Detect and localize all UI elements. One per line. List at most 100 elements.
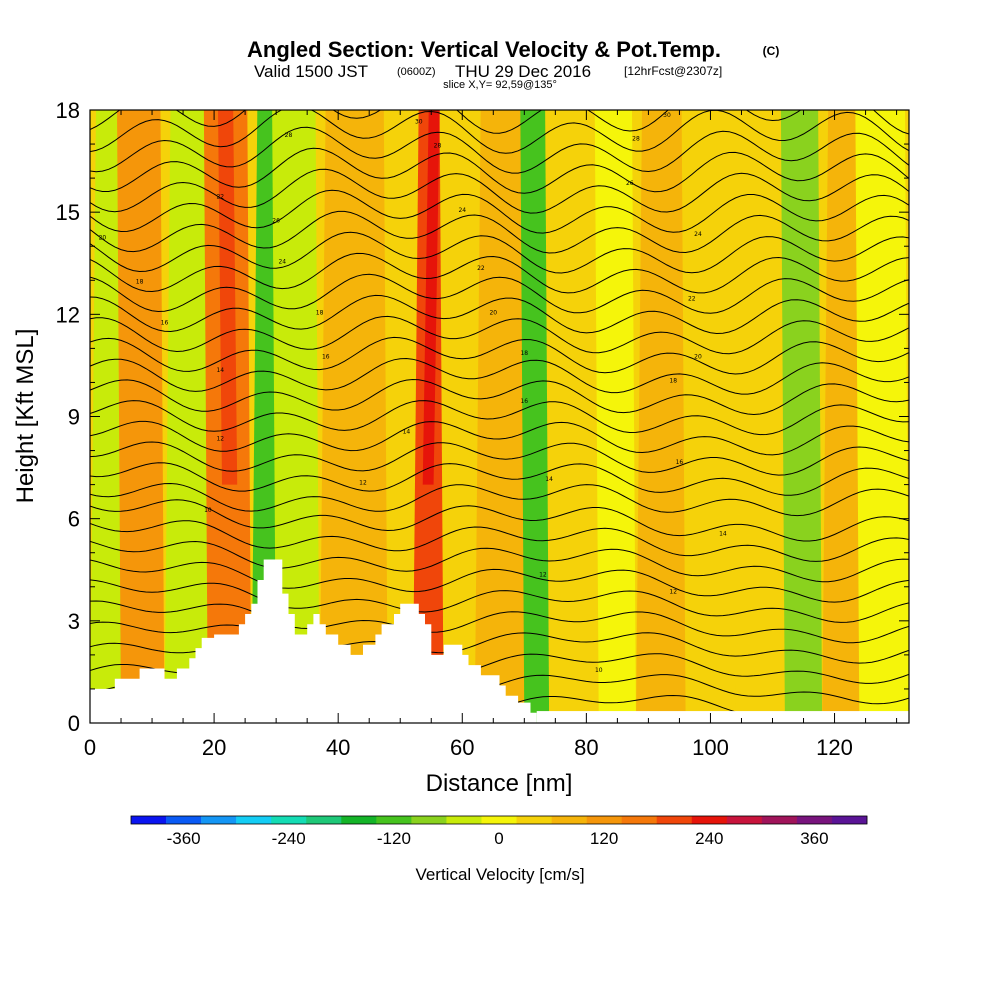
isentrope-line	[90, 499, 909, 542]
colorbar-swatch	[201, 816, 237, 824]
isentrope-label: 24	[278, 258, 286, 265]
isentrope-label: 24	[694, 231, 702, 238]
isentrope-label: 16	[161, 320, 169, 327]
colorbar-swatch	[411, 816, 447, 824]
isentrope-line	[90, 315, 909, 355]
colorbar-swatch	[306, 816, 342, 824]
isentrope-label: 10	[204, 507, 212, 514]
colorbar-swatch	[131, 816, 167, 824]
isentrope-label: 10	[595, 667, 603, 674]
isentrope-line	[90, 252, 909, 294]
isentrope-line	[90, 520, 909, 562]
colorbar-tick-label: 360	[800, 829, 828, 848]
chart-title-unit: (C)	[763, 44, 780, 58]
isentrope-label: 28	[285, 132, 293, 139]
velocity-band	[164, 110, 214, 723]
isentrope-label: 28	[632, 136, 640, 143]
isentrope-label: 12	[669, 589, 677, 596]
isentrope-line	[90, 400, 909, 436]
velocity-band	[319, 110, 394, 723]
velocity-band	[681, 110, 736, 723]
isentrope-label: 14	[403, 429, 411, 436]
isentrope-label: 22	[216, 194, 224, 201]
surface-strip	[536, 711, 909, 723]
colorbar-swatch	[586, 816, 622, 824]
isentrope-label: 30	[663, 112, 671, 119]
x-tick-label: 40	[326, 735, 350, 760]
isentrope-label: 20	[99, 234, 107, 241]
velocity-band	[117, 110, 165, 723]
isentrope-line	[90, 559, 909, 603]
isentrope-label: 30	[415, 119, 423, 126]
colorbar-frame	[130, 815, 868, 825]
colorbar-swatch	[691, 816, 728, 824]
colorbar-tick-label: -120	[377, 829, 411, 848]
colorbar-tick-label: 120	[590, 829, 618, 848]
isentrope-line	[90, 579, 909, 623]
y-axis-label: Height [Kft MSL]	[12, 329, 39, 504]
chart-subtitle: Valid 1500 JST (0600Z) THU 29 Dec 2016 […	[254, 62, 722, 81]
colorbar-swatch	[446, 816, 482, 824]
y-tick-label: 0	[68, 711, 80, 736]
y-tick-label: 6	[68, 507, 80, 532]
colorbar-tick-label: -240	[272, 829, 306, 848]
isentrope-label: 20	[489, 309, 497, 316]
isentrope-label: 18	[316, 309, 324, 316]
colorbar-swatch	[831, 816, 868, 824]
velocity-band	[636, 110, 692, 723]
colorbar: -360 -240 -120 0 120 240 360	[130, 815, 868, 848]
colorbar-swatch	[761, 816, 798, 824]
y-tick-label: 18	[56, 98, 80, 123]
colorbar-swatch	[341, 816, 377, 824]
colorbar-swatch	[551, 816, 587, 824]
velocity-band	[520, 110, 550, 723]
isentrope-line	[90, 231, 909, 274]
y-tick-label: 9	[68, 405, 80, 430]
isentrope-line	[90, 441, 909, 476]
isentrope-label: 14	[719, 531, 727, 538]
x-tick-label: 0	[84, 735, 96, 760]
chart-title: Angled Section: Vertical Velocity & Pot.…	[247, 37, 721, 62]
velocity-band	[780, 110, 823, 723]
colorbar-tick-label: 240	[695, 829, 723, 848]
isentrope-label: 16	[676, 459, 684, 466]
colorbar-tick-label: 0	[494, 829, 503, 848]
isentrope-line	[90, 273, 909, 314]
colorbar-swatch	[796, 816, 833, 824]
isentrope-label: 18	[520, 350, 528, 357]
isentrope-line	[90, 420, 909, 456]
colorbar-swatch	[376, 816, 412, 824]
subtitle-date: THU 29 Dec 2016	[455, 62, 591, 81]
colorbar-swatch	[621, 816, 658, 824]
axes: 0 20 40 60 80 100 120 0 3 6 9 12 15 18	[56, 98, 909, 760]
isentrope-label: 20	[694, 354, 702, 361]
x-tick-label: 100	[692, 735, 729, 760]
isentrope-label: 18	[136, 279, 144, 286]
isentrope-line	[90, 294, 909, 335]
isentrope-line	[90, 357, 909, 395]
colorbar-swatch	[481, 816, 517, 824]
isentrope-label: 12	[359, 480, 367, 487]
isentrope-label: 16	[520, 398, 528, 405]
isentrope-line	[90, 110, 909, 154]
colorbar-label: Vertical Velocity [cm/s]	[415, 865, 584, 884]
isentrope-labels: 20 18 16 22 14 12 10 28 26 24 18 16 12 14 30 28 24 22 20 18…	[99, 112, 727, 674]
x-tick-label: 80	[574, 735, 598, 760]
velocity-band	[855, 110, 909, 723]
colorbar-swatch	[166, 816, 202, 824]
isentrope-line	[90, 110, 909, 135]
isentrope-line	[90, 482, 909, 517]
y-tick-label: 15	[56, 200, 80, 225]
isentrope-label: 28	[434, 143, 442, 150]
isentrope-line	[90, 540, 909, 583]
velocity-band	[822, 110, 866, 723]
subtitle-valid: Valid 1500 JST	[254, 62, 368, 81]
velocity-band	[272, 110, 320, 723]
isentrope-label: 26	[626, 180, 634, 187]
velocity-field	[90, 110, 909, 723]
isentrope-line	[90, 336, 909, 375]
x-axis-label: Distance [nm]	[426, 770, 573, 797]
terrain-mask	[90, 559, 537, 723]
colorbar-swatch	[271, 816, 307, 824]
